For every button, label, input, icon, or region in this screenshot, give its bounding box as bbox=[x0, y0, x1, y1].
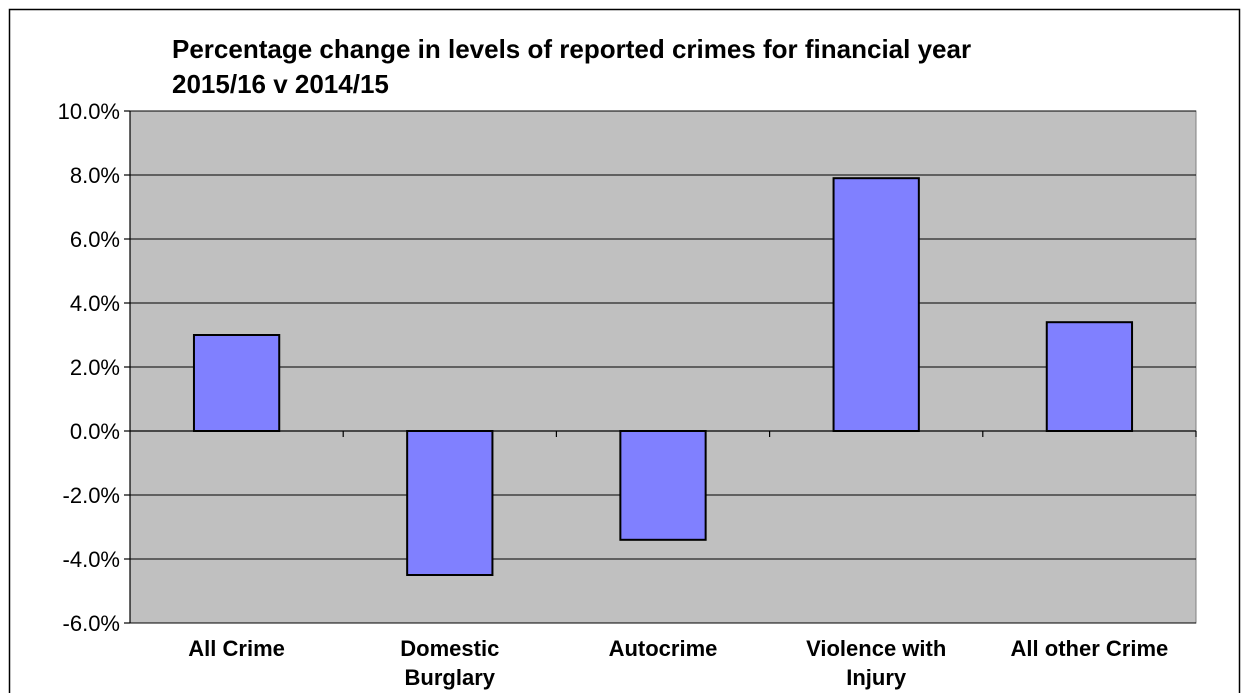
plot-area: -6.0% -4.0% -2.0% 0.0% 2.0% 4.0% 6.0% 8.0% 10.0%… bbox=[58, 99, 1197, 690]
x-category-label: Injury bbox=[846, 665, 907, 690]
chart-title-line-2: 2015/16 v 2014/15 bbox=[172, 69, 389, 99]
x-category-label: Violence with bbox=[806, 636, 946, 661]
y-tick-label: -4.0% bbox=[63, 547, 120, 572]
y-tick-label: 0.0% bbox=[70, 419, 120, 444]
bar bbox=[1045, 321, 1134, 433]
y-tick-label: 2.0% bbox=[70, 355, 120, 380]
x-category-label: Autocrime bbox=[609, 636, 718, 661]
bar bbox=[619, 430, 707, 541]
bar bbox=[406, 430, 494, 576]
y-tick-label: 4.0% bbox=[70, 291, 120, 316]
bar bbox=[192, 334, 281, 432]
x-category-label: All Crime bbox=[188, 636, 285, 661]
x-category-label: Burglary bbox=[405, 665, 496, 690]
bar bbox=[832, 177, 920, 432]
y-tick-label: -6.0% bbox=[63, 611, 120, 636]
y-tick-label: 10.0% bbox=[58, 99, 120, 124]
chart-title-line-1: Percentage change in levels of reported … bbox=[172, 34, 971, 64]
y-tick-label: 8.0% bbox=[70, 163, 120, 188]
x-category-label: Domestic bbox=[400, 636, 499, 661]
x-category-label: All other Crime bbox=[1011, 636, 1169, 661]
y-tick-label: -2.0% bbox=[63, 483, 120, 508]
y-tick-label: 6.0% bbox=[70, 227, 120, 252]
